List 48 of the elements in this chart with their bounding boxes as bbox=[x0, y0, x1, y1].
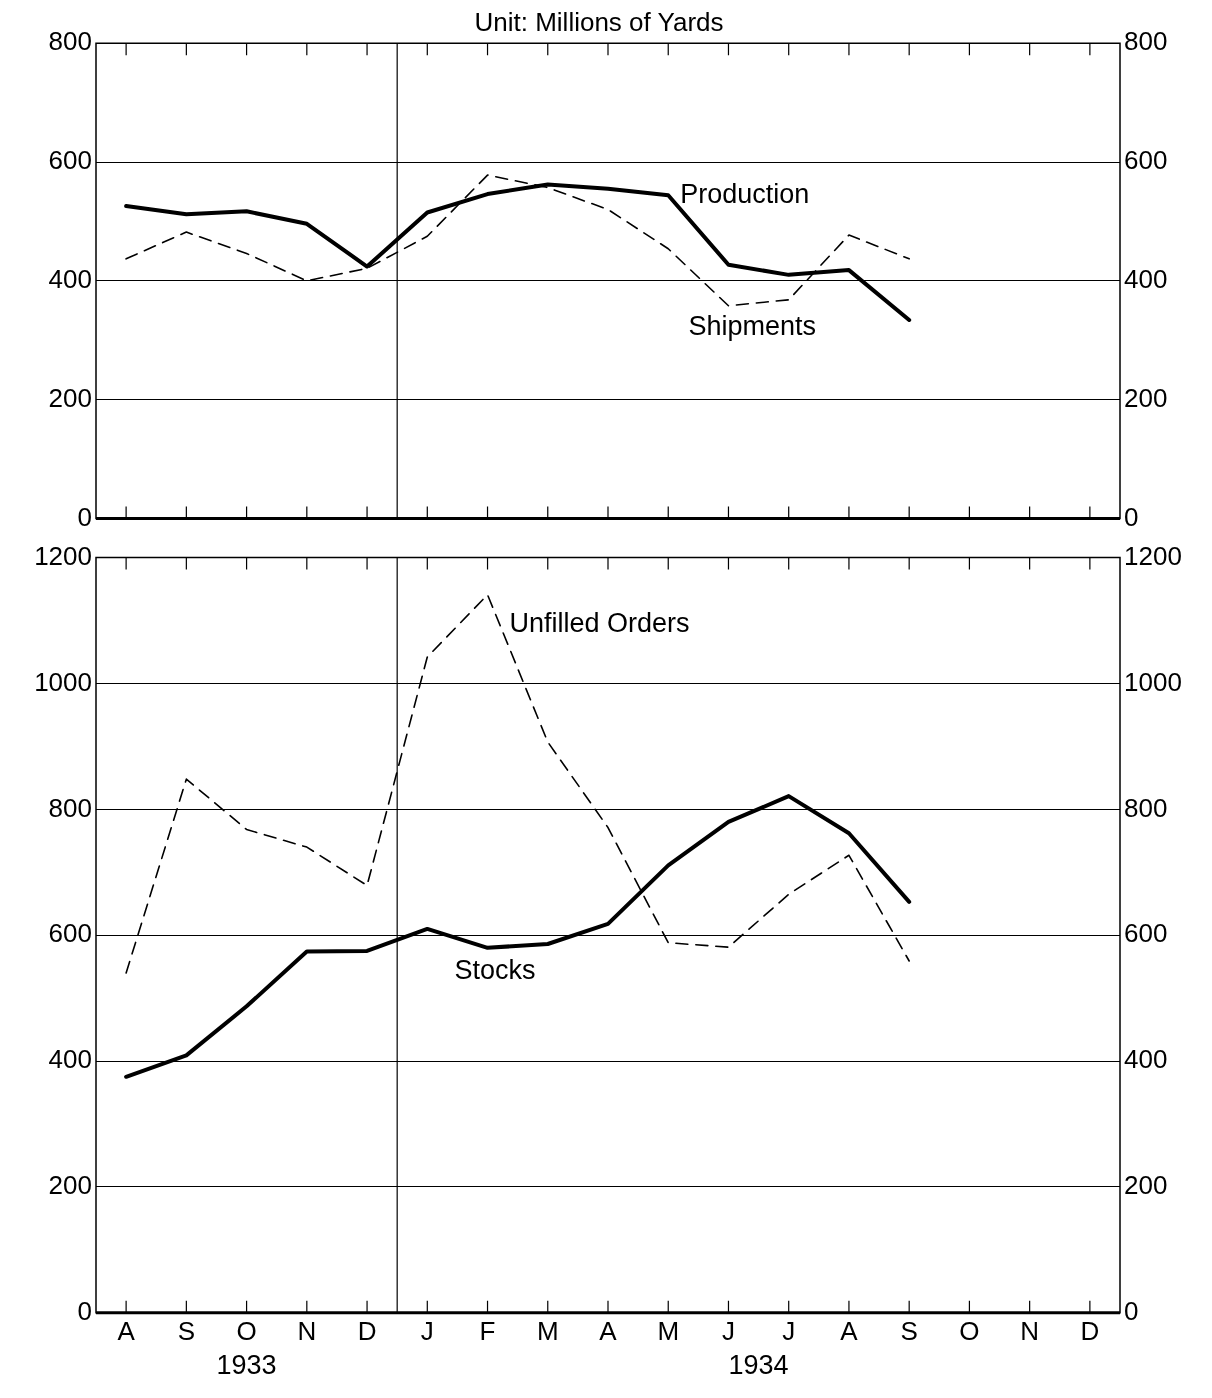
x-tick-label: J bbox=[782, 1315, 796, 1346]
y2-tick-label: 200 bbox=[1124, 1170, 1168, 1201]
y-tick-label: 400 bbox=[48, 1044, 92, 1075]
x-tick-label: J bbox=[420, 1315, 434, 1346]
y-tick-label: 200 bbox=[48, 382, 92, 413]
series-label: Unfilled Orders bbox=[509, 608, 690, 639]
y-tick-label: 0 bbox=[77, 501, 92, 532]
y2-tick-label: 400 bbox=[1124, 263, 1168, 294]
y-tick-label: 1200 bbox=[34, 540, 92, 571]
x-tick-label: D bbox=[1080, 1315, 1100, 1346]
series-label: Production bbox=[680, 178, 810, 209]
x-tick-label: O bbox=[236, 1315, 257, 1346]
x-tick-label: J bbox=[721, 1315, 735, 1346]
y-tick-label: 0 bbox=[77, 1295, 92, 1326]
y2-tick-label: 200 bbox=[1124, 382, 1168, 413]
series-label: Stocks bbox=[454, 955, 536, 986]
x-tick-label: F bbox=[479, 1315, 496, 1346]
y-tick-label: 200 bbox=[48, 1170, 92, 1201]
y2-tick-label: 0 bbox=[1124, 1295, 1139, 1326]
chart-title: Unit: Millions of Yards bbox=[474, 6, 724, 37]
y-tick-label: 1000 bbox=[34, 666, 92, 697]
x-tick-label: D bbox=[357, 1315, 377, 1346]
x-tick-label: A bbox=[840, 1315, 859, 1346]
x-tick-label: N bbox=[297, 1315, 317, 1346]
y-tick-label: 400 bbox=[48, 263, 92, 294]
y-tick-label: 600 bbox=[48, 145, 92, 176]
y2-tick-label: 0 bbox=[1124, 501, 1139, 532]
x-tick-label: S bbox=[177, 1315, 196, 1346]
text: 1933 bbox=[216, 1349, 277, 1380]
x-tick-label: A bbox=[117, 1315, 136, 1346]
y2-tick-label: 600 bbox=[1124, 918, 1168, 949]
y2-tick-label: 800 bbox=[1124, 26, 1168, 57]
x-tick-label: M bbox=[657, 1315, 680, 1346]
x-tick-label: O bbox=[959, 1315, 980, 1346]
y2-tick-label: 1200 bbox=[1124, 540, 1182, 571]
y2-tick-label: 1000 bbox=[1124, 666, 1182, 697]
x-tick-label: A bbox=[599, 1315, 618, 1346]
y2-tick-label: 400 bbox=[1124, 1044, 1168, 1075]
series-label: Shipments bbox=[688, 311, 817, 342]
y-tick-label: 600 bbox=[48, 918, 92, 949]
y-tick-label: 800 bbox=[48, 792, 92, 823]
x-tick-label: S bbox=[900, 1315, 918, 1346]
y-tick-label: 800 bbox=[48, 26, 92, 57]
text: 1934 bbox=[728, 1349, 789, 1380]
x-tick-label: N bbox=[1020, 1315, 1040, 1346]
x-tick-label: M bbox=[536, 1315, 559, 1346]
y2-tick-label: 600 bbox=[1124, 145, 1168, 176]
y2-tick-label: 800 bbox=[1124, 792, 1168, 823]
